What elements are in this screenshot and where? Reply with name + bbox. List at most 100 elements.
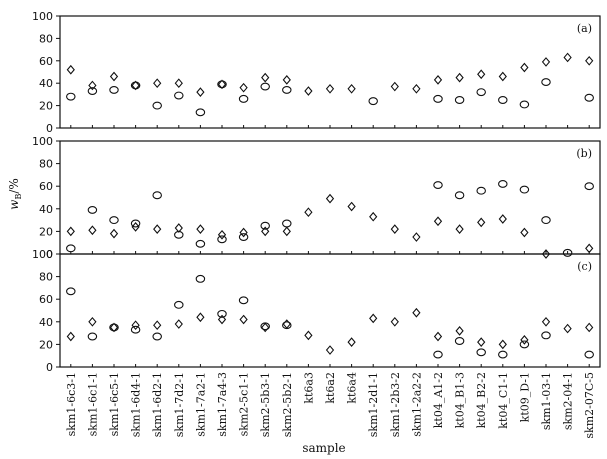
x-category-label: skm2-07C-5	[583, 372, 596, 439]
data-point-diamond	[347, 83, 356, 94]
x-category-label: skm1-6d4-1	[130, 372, 143, 437]
data-point-diamond	[88, 225, 97, 236]
data-point-diamond	[520, 227, 529, 238]
x-category-label: kt6a3	[302, 372, 315, 404]
data-point-diamond	[347, 201, 356, 212]
data-point-circle	[260, 82, 270, 91]
x-category-label: kt6a4	[346, 372, 359, 404]
data-point-diamond	[66, 226, 75, 237]
x-category-label: skm2-5b2-1	[281, 372, 294, 437]
data-point-diamond	[217, 79, 227, 90]
data-point-diamond	[174, 319, 183, 329]
data-point-circle	[282, 219, 292, 228]
data-point-diamond	[282, 74, 291, 85]
data-point-diamond	[88, 80, 97, 91]
panel-label: (a)	[577, 22, 592, 35]
data-point-diamond	[325, 193, 335, 204]
data-point-circle	[541, 331, 551, 340]
data-point-diamond	[433, 216, 443, 227]
data-point-diamond	[261, 72, 270, 83]
data-point-diamond	[109, 228, 119, 239]
x-category-label: skm1-6c5-1	[108, 372, 121, 436]
data-point-circle	[174, 91, 184, 100]
y-tick-label: 100	[32, 10, 53, 23]
data-point-circle	[454, 191, 465, 200]
y-tick-label: 0	[46, 122, 53, 135]
data-point-diamond	[131, 80, 140, 91]
x-category-label: skm1-7a4-3	[216, 372, 229, 437]
x-category-label: kt04_B2-2	[475, 372, 488, 428]
data-point-circle	[87, 332, 98, 341]
y-tick-label: 60	[39, 180, 53, 193]
x-category-label: kt6a2	[324, 372, 337, 404]
data-point-circle	[109, 85, 119, 94]
y-tick-label: 60	[39, 55, 53, 68]
data-point-circle	[217, 235, 227, 244]
data-point-circle	[584, 93, 594, 102]
data-point-circle	[238, 296, 249, 305]
data-point-diamond	[282, 319, 291, 329]
data-point-diamond	[477, 69, 486, 80]
data-point-diamond	[585, 322, 594, 333]
data-point-diamond	[153, 320, 162, 331]
data-point-diamond	[196, 224, 205, 234]
data-point-diamond	[477, 217, 486, 228]
x-category-label: kt04_C1-1	[497, 372, 510, 429]
data-point-diamond	[239, 227, 248, 238]
data-point-diamond	[217, 229, 227, 240]
data-point-circle	[368, 97, 378, 106]
data-point-diamond	[541, 57, 551, 67]
x-category-label: skm1-2d1-1	[367, 372, 380, 437]
data-point-circle	[498, 179, 508, 188]
panel-label: (b)	[576, 147, 592, 160]
data-point-diamond	[153, 224, 162, 234]
data-point-circle	[109, 216, 119, 225]
data-point-diamond	[390, 316, 399, 327]
data-point-diamond	[304, 86, 313, 96]
data-point-diamond	[498, 214, 507, 224]
y-tick-label: 100	[32, 248, 53, 261]
x-category-label: skm1-7d2-1	[173, 372, 186, 437]
data-point-circle	[238, 94, 249, 103]
data-point-circle	[541, 78, 551, 87]
panel-3: 0 20 40 60 80 100 (c)	[32, 248, 601, 374]
data-point-diamond	[369, 211, 378, 222]
data-point-circle	[476, 88, 486, 97]
y-tick-label: 60	[39, 293, 53, 306]
y-axis-title-main: w	[7, 199, 21, 210]
data-point-diamond	[563, 52, 572, 63]
data-point-diamond	[498, 71, 507, 82]
data-point-circle	[498, 96, 508, 104]
data-point-diamond	[563, 323, 572, 334]
panel-1: 0 20 40 60 80 100 (a)	[32, 10, 601, 135]
data-point-circle	[433, 94, 443, 103]
data-point-diamond	[390, 224, 399, 234]
data-point-circle	[476, 348, 486, 357]
panel-frame	[59, 253, 601, 368]
data-point-diamond	[304, 207, 313, 218]
y-tick-label: 40	[39, 316, 53, 329]
data-point-circle	[152, 332, 162, 341]
x-axis-title: sample	[302, 441, 345, 455]
data-point-circle	[87, 87, 98, 95]
data-point-diamond	[390, 81, 399, 92]
x-category-label: skm2-5c1-1	[238, 372, 251, 436]
data-point-diamond	[369, 313, 378, 324]
data-point-diamond	[66, 331, 75, 342]
x-category-label: skm1-6c1-1	[86, 372, 99, 436]
data-point-circle	[476, 186, 486, 195]
y-tick-label: 0	[46, 248, 53, 261]
x-category-label: kt04_B1-3	[454, 372, 467, 428]
y-tick-label: 80	[39, 158, 53, 171]
data-point-circle	[238, 233, 249, 242]
x-category-label: skm1-7a2-1	[194, 372, 207, 437]
data-point-circle	[519, 340, 530, 349]
data-point-circle	[195, 239, 206, 248]
category-labels: skm1-6c3-1 skm1-6c1-1 skm1-6c5-1 skm1-6d4-1…	[65, 372, 596, 439]
data-point-diamond	[261, 322, 270, 333]
data-point-circle	[260, 221, 270, 230]
data-point-circle	[454, 96, 465, 104]
x-category-label: skm1-2b3-2	[389, 372, 402, 437]
data-point-circle	[217, 309, 227, 318]
data-point-diamond	[520, 62, 529, 73]
